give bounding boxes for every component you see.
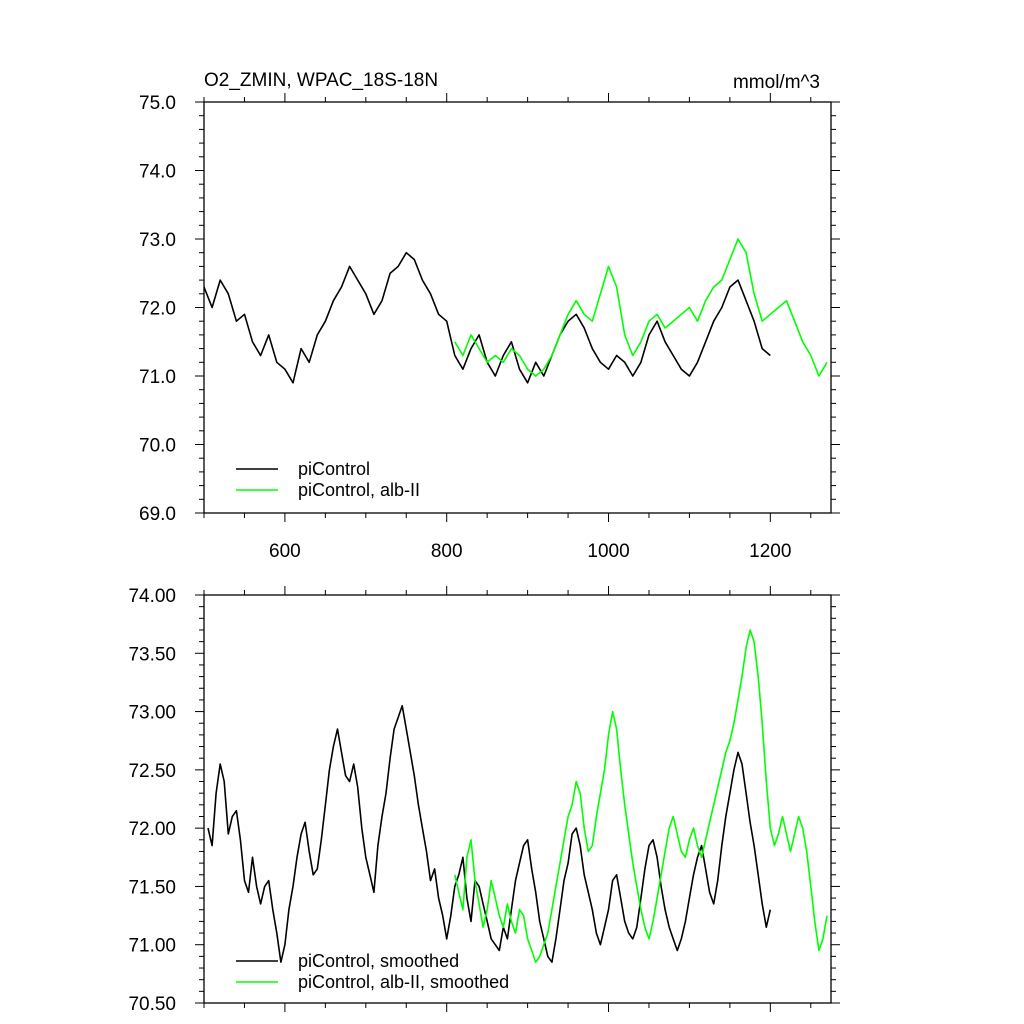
x-tick-label: 1200 bbox=[749, 541, 791, 562]
y-tick-label: 70.50 bbox=[128, 994, 176, 1015]
chart-1-units: mmol/m^3 bbox=[733, 72, 820, 93]
legend-label: piControl, smoothed bbox=[298, 951, 459, 971]
x-tick-label: 800 bbox=[431, 541, 463, 562]
y-tick-label: 69.0 bbox=[139, 504, 176, 525]
x-tick-label: 1000 bbox=[587, 541, 629, 562]
y-tick-label: 70.0 bbox=[139, 436, 176, 457]
y-tick-label: 72.0 bbox=[139, 299, 176, 320]
legend-label: piControl, alb-II bbox=[298, 480, 420, 500]
legend-label: piControl, alb-II, smoothed bbox=[298, 972, 509, 992]
y-tick-label: 75.0 bbox=[139, 93, 176, 114]
chart-2-panel: 70.50 71.00 71.50 72.00 72.50 73.00 73.50 74.00… bbox=[128, 586, 840, 1015]
x-tick-label: 600 bbox=[269, 541, 301, 562]
series-line-2 bbox=[454, 629, 828, 964]
y-tick-label: 71.50 bbox=[128, 877, 176, 898]
legend-label: piControl bbox=[298, 459, 370, 479]
y-tick-label: 72.50 bbox=[128, 761, 176, 782]
y-tick-label: 73.50 bbox=[128, 644, 176, 665]
y-tick-label: 72.00 bbox=[128, 819, 176, 840]
y-tick-label: 71.00 bbox=[128, 936, 176, 957]
series-line-1 bbox=[207, 704, 772, 964]
y-tick-label: 74.0 bbox=[139, 162, 176, 183]
chart-1-title: O2_ZMIN, WPAC_18S-18N bbox=[204, 70, 438, 91]
chart-1-panel: 600 800 1000 1200 69.0 70.0 71.0 72.0 73.0 74.0 75… bbox=[139, 93, 840, 562]
plot-frame bbox=[203, 594, 832, 1004]
y-tick-label: 71.0 bbox=[139, 367, 176, 388]
series-line-1 bbox=[204, 251, 771, 384]
series-line-2 bbox=[454, 238, 828, 377]
y-tick-label: 74.00 bbox=[128, 586, 176, 607]
y-tick-label: 73.00 bbox=[128, 703, 176, 724]
plot-frame bbox=[203, 101, 832, 514]
y-tick-label: 73.0 bbox=[139, 230, 176, 251]
